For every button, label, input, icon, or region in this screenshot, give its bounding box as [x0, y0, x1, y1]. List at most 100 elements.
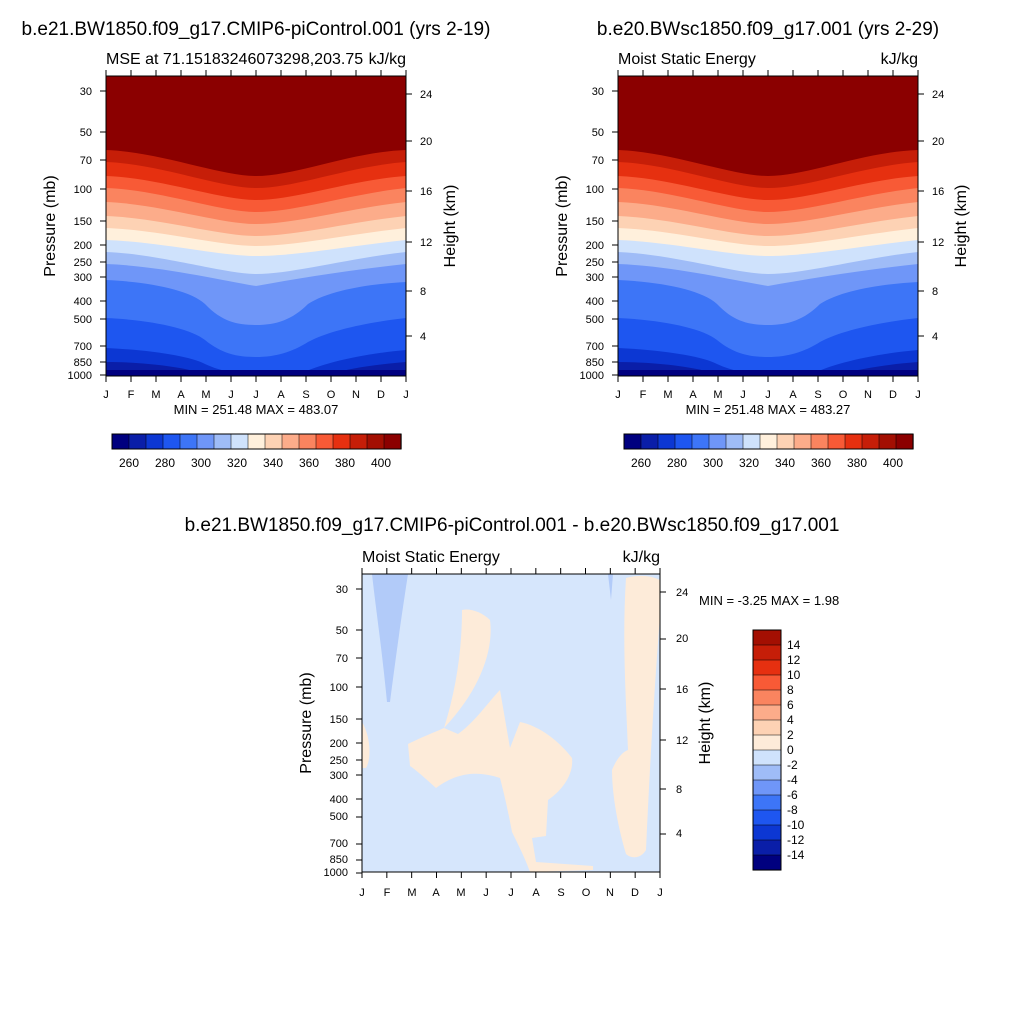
y2-tick-label: 8 [932, 286, 938, 298]
colorbar-label: 380 [335, 456, 355, 470]
x-tick-label: D [377, 389, 385, 401]
panel-title: b.e21.BW1850.f09_g17.CMIP6-piControl.001… [22, 19, 491, 40]
colorbar-swatch [315, 433, 334, 450]
colorbar-swatch [752, 674, 782, 691]
x-axis-months: J F M A M J J A S O N D J [615, 389, 921, 401]
x-tick-label: J [483, 887, 489, 899]
y-tick-label: 300 [586, 272, 604, 284]
y-tick-label: 200 [586, 240, 604, 252]
colorbar-swatch [752, 854, 782, 871]
y-axis-label: Pressure (mb) [42, 175, 59, 276]
y-tick-label: 850 [586, 357, 604, 369]
x-tick-label: D [631, 887, 639, 899]
panel-subtitle-left: Moist Static Energy [362, 549, 500, 566]
y-tick-label: 1000 [324, 867, 348, 879]
x-tick-label: S [302, 389, 309, 401]
y2-tick-label: 20 [420, 136, 432, 148]
y-axis-label: Pressure (mb) [554, 175, 571, 276]
colorbar-label: -12 [787, 833, 805, 847]
panel-title: b.e21.BW1850.f09_g17.CMIP6-piControl.001… [185, 515, 840, 536]
colorbar-label: 380 [847, 456, 867, 470]
colorbar-label: 300 [191, 456, 211, 470]
axis-ticks [612, 70, 924, 382]
x-tick-label: M [151, 389, 160, 401]
y-tick-label: 30 [336, 584, 348, 596]
colorbar-swatch [298, 433, 317, 450]
colorbar-swatch [752, 734, 782, 751]
colorbar-label: 10 [787, 668, 801, 682]
y-tick-label: 50 [80, 127, 92, 139]
x-tick-label: D [889, 389, 897, 401]
x-tick-label: N [606, 887, 614, 899]
colorbar-vertical: 14 12 10 8 6 4 2 0 -2 -4 -6 -8 -10 -12 -… [752, 629, 805, 871]
x-tick-label: A [277, 389, 285, 401]
y-axis-pressure: 30 50 70 100 150 200 250 300 400 500 700… [580, 86, 604, 382]
colorbar-swatch [691, 433, 710, 450]
y-tick-label: 1000 [68, 370, 92, 382]
colorbar-swatch [383, 433, 402, 450]
x-tick-label: A [789, 389, 797, 401]
y-tick-label: 100 [74, 184, 92, 196]
colorbar-swatch [145, 433, 164, 450]
colorbar-swatch [752, 644, 782, 661]
x-tick-label: O [582, 887, 591, 899]
x-tick-label: J [508, 887, 514, 899]
y-tick-label: 500 [74, 314, 92, 326]
contour-band [106, 370, 406, 376]
x-tick-label: J [228, 389, 234, 401]
colorbar-swatch [793, 433, 812, 450]
x-tick-label: N [352, 389, 360, 401]
colorbar-swatch [810, 433, 829, 450]
colorbar-swatch [752, 824, 782, 841]
contour-band [408, 609, 593, 872]
y-tick-label: 400 [74, 296, 92, 308]
colorbar-label: -10 [787, 818, 805, 832]
colorbar-label: 260 [119, 456, 139, 470]
y-axis-pressure: 30 50 70 100 150 200 250 300 400 500 700… [324, 584, 348, 879]
x-tick-label: M [713, 389, 722, 401]
min-max-stats: MIN = 251.48 MAX = 483.27 [686, 402, 851, 417]
panel-BWsc1850: b.e20.BWsc1850.f09_g17.001 (yrs 2-29) Mo… [554, 19, 970, 470]
x-tick-label: A [689, 389, 697, 401]
colorbar-label: 6 [787, 698, 794, 712]
colorbar-swatch [752, 779, 782, 796]
colorbar-swatch [752, 794, 782, 811]
colorbar-swatch [247, 433, 266, 450]
colorbar-swatch [725, 433, 744, 450]
colorbar-label: 400 [883, 456, 903, 470]
panel-difference: b.e21.BW1850.f09_g17.CMIP6-piControl.001… [185, 515, 840, 899]
y-tick-label: 300 [74, 272, 92, 284]
panel-subtitle-left: MSE at 71.15183246073298,203.75 [106, 51, 363, 68]
axis-ticks [100, 70, 412, 382]
y2-tick-label: 12 [676, 735, 688, 747]
contour-field [618, 76, 918, 376]
x-tick-label: S [557, 887, 564, 899]
y-tick-label: 50 [336, 625, 348, 637]
colorbar-swatch [281, 433, 300, 450]
axis-ticks [356, 568, 666, 878]
colorbar-swatch [179, 433, 198, 450]
colorbar-label: 0 [787, 743, 794, 757]
y-tick-label: 200 [330, 738, 348, 750]
panel-subtitle-right: kJ/kg [623, 549, 660, 566]
colorbar-swatch [861, 433, 880, 450]
panel-subtitle-left: Moist Static Energy [618, 51, 756, 68]
colorbar-label: 400 [371, 456, 391, 470]
y-tick-label: 70 [336, 653, 348, 665]
y-tick-label: 30 [80, 86, 92, 98]
x-tick-label: F [128, 389, 135, 401]
colorbar-swatch [752, 809, 782, 826]
contour-field [106, 76, 406, 376]
x-tick-label: J [103, 389, 109, 401]
x-tick-label: J [615, 389, 621, 401]
x-tick-label: M [407, 887, 416, 899]
colorbar-label: -8 [787, 803, 798, 817]
colorbar-label: 340 [775, 456, 795, 470]
x-tick-label: J [403, 389, 409, 401]
y-tick-label: 70 [80, 155, 92, 167]
colorbar-label: 360 [299, 456, 319, 470]
y2-tick-label: 24 [932, 89, 944, 101]
colorbar-label: -14 [787, 848, 805, 862]
colorbar-label: -6 [787, 788, 798, 802]
